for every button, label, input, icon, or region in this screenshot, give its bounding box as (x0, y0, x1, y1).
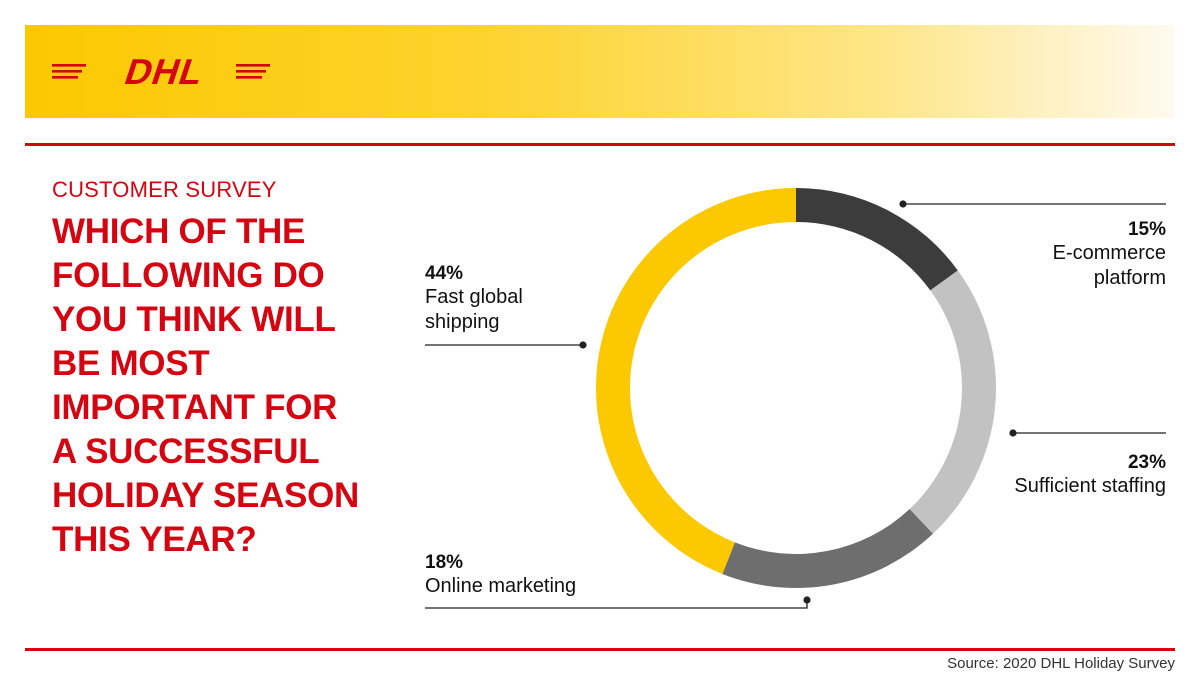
slice-text-shipping: Fast global (425, 286, 523, 308)
donut-slice-marketing (722, 509, 933, 588)
leader-dot-marketing (803, 596, 811, 604)
slice-pct-marketing: 18% (425, 552, 464, 573)
leader-dot-shipping (579, 341, 587, 349)
slice-label-marketing: 18% Online marketing (425, 551, 576, 599)
question-line: FOLLOWING DO (52, 256, 325, 295)
slice-text-ecommerce-2: platform (1093, 267, 1166, 289)
slice-text-ecommerce: E-commerce (1052, 242, 1166, 264)
slice-pct-staffing: 23% (1127, 452, 1166, 473)
slice-pct-shipping: 44% (425, 263, 464, 284)
donut-slice-staffing (909, 270, 996, 534)
slice-label-shipping: 44% Fast global shipping (425, 262, 523, 335)
slice-label-ecommerce: 15% E-commerce platform (1053, 218, 1166, 291)
donut-slice-shipping (596, 188, 796, 574)
leader-dot-staffing (1009, 429, 1017, 437)
question-line: THIS YEAR? (52, 520, 257, 559)
question-line: WHICH OF THE (52, 212, 306, 251)
question-line: YOU THINK WILL (52, 300, 336, 339)
source-note: Source: 2020 DHL Holiday Survey (947, 655, 1175, 672)
slice-text-shipping-2: shipping (425, 311, 500, 333)
top-divider (25, 143, 1175, 146)
slice-text-staffing: Sufficient staffing (1014, 475, 1166, 497)
slice-text-marketing: Online marketing (425, 575, 577, 597)
dhl-logo: DHL (52, 53, 270, 89)
question-line: HOLIDAY SEASON (52, 476, 359, 515)
donut-slice-ecommerce (796, 188, 958, 291)
question-line: A SUCCESSFUL (52, 432, 320, 471)
survey-eyebrow: CUSTOMER SURVEY (52, 177, 277, 202)
leader-line-marketing (425, 600, 808, 609)
survey-question: WHICH OF THE FOLLOWING DO YOU THINK WILL… (52, 210, 412, 562)
dhl-logo-text: DHL (120, 53, 210, 89)
slice-pct-ecommerce: 15% (1127, 219, 1166, 240)
slice-label-staffing: 23% Sufficient staffing (1014, 451, 1166, 499)
leader-dot-ecommerce (899, 200, 907, 208)
brand-banner (25, 25, 1175, 118)
question-line: BE MOST (52, 344, 210, 383)
question-line: IMPORTANT FOR (52, 388, 338, 427)
bottom-divider (25, 648, 1175, 651)
